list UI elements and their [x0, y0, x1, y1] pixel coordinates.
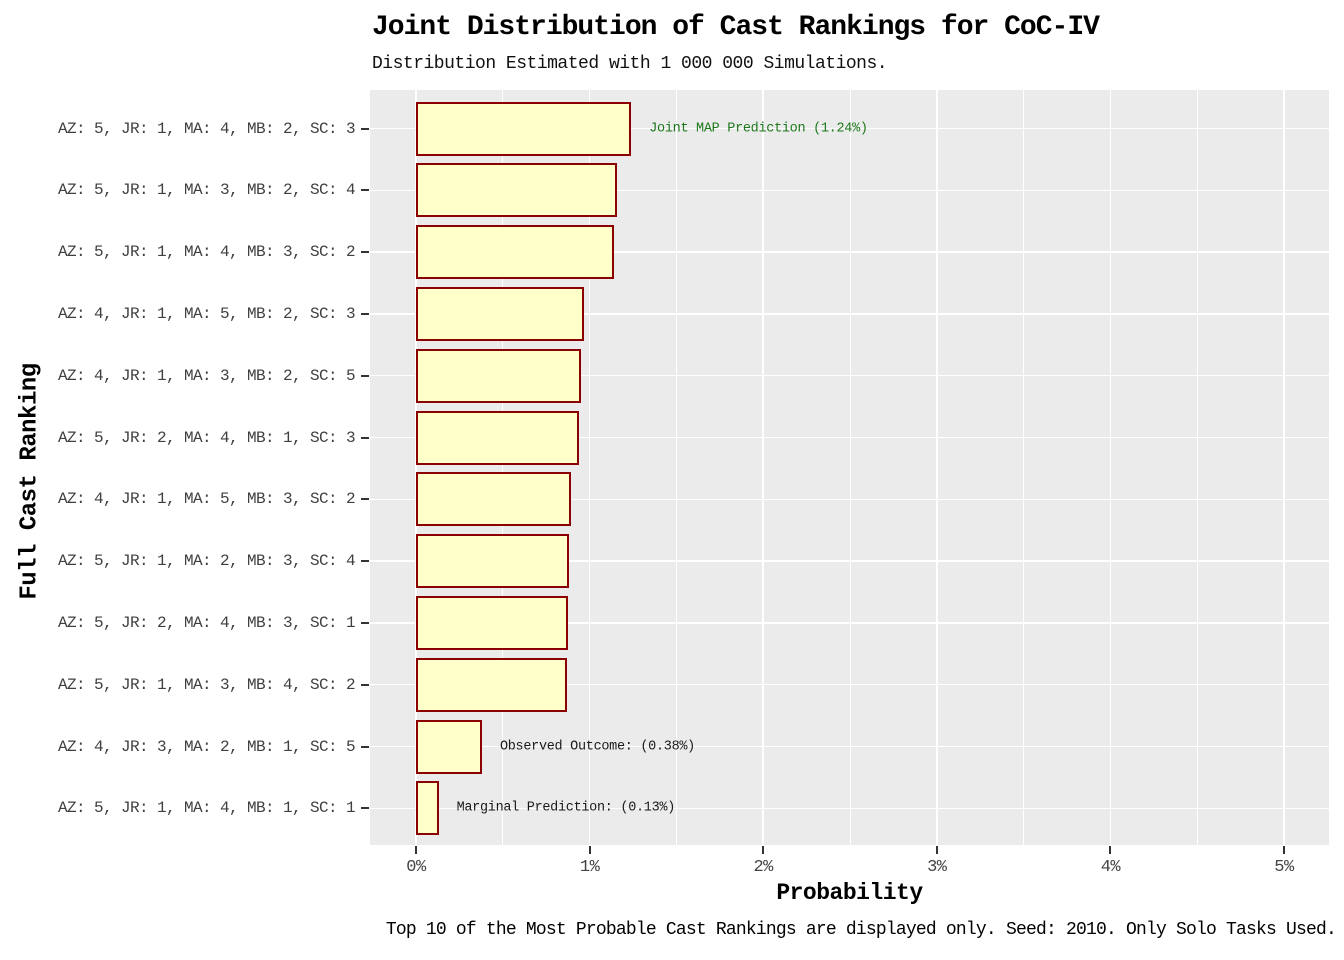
y-tick-mark [361, 312, 369, 315]
gridline-major-horizontal [370, 807, 1329, 810]
gridline-minor-vertical [502, 90, 504, 845]
y-tick-label: AZ: 5, JR: 1, MA: 2, MB: 3, SC: 4 [57, 552, 356, 571]
y-tick-label: AZ: 4, JR: 1, MA: 5, MB: 2, SC: 3 [57, 304, 356, 323]
x-axis-title: Probability [776, 880, 923, 906]
gridline-major-vertical [1283, 90, 1285, 845]
y-tick-label: AZ: 4, JR: 3, MA: 2, MB: 1, SC: 5 [57, 737, 356, 756]
x-tick-mark [762, 846, 765, 854]
x-tick-mark [935, 846, 938, 854]
bar [416, 781, 439, 836]
y-tick-mark [361, 807, 369, 810]
chart-title: Joint Distribution of Cast Rankings for … [372, 12, 1100, 43]
bar [416, 472, 571, 527]
x-tick-mark [1109, 846, 1112, 854]
annotation-marginal-prediction: Marginal Prediction: (0.13%) [456, 800, 676, 816]
y-tick-mark [361, 436, 369, 439]
gridline-major-horizontal [370, 745, 1329, 748]
y-tick-mark [361, 189, 369, 192]
bar [416, 719, 482, 774]
gridline-minor-vertical [675, 90, 677, 845]
gridline-major-vertical [1109, 90, 1112, 845]
x-tick-label: 3% [927, 858, 947, 877]
gridline-minor-vertical [1196, 90, 1198, 845]
y-tick-mark [361, 251, 369, 254]
chart-subtitle: Distribution Estimated with 1 000 000 Si… [372, 54, 888, 74]
gridline-major-horizontal [370, 560, 1329, 562]
gridline-minor-vertical [1023, 90, 1025, 845]
gridline-minor-vertical [849, 90, 851, 845]
x-tick-mark [415, 846, 417, 854]
x-tick-label: 2% [753, 858, 773, 877]
bar [416, 163, 618, 218]
bar [416, 225, 614, 280]
y-tick-label: AZ: 5, JR: 1, MA: 3, MB: 4, SC: 2 [57, 675, 356, 694]
plot-panel: Joint MAP Prediction (1.24%) Observed Out… [370, 90, 1329, 845]
gridline-major-vertical [762, 90, 764, 845]
y-tick-label: AZ: 5, JR: 2, MA: 4, MB: 3, SC: 1 [57, 613, 356, 632]
y-tick-label: AZ: 4, JR: 1, MA: 5, MB: 3, SC: 2 [57, 490, 356, 509]
y-tick-mark [361, 560, 369, 563]
y-tick-label: AZ: 5, JR: 1, MA: 4, MB: 1, SC: 1 [57, 799, 356, 818]
x-tick-mark [588, 846, 591, 854]
gridline-major-horizontal [370, 498, 1329, 501]
chart-caption: Top 10 of the Most Probable Cast Ranking… [385, 920, 1337, 940]
x-tick-label: 1% [579, 858, 600, 877]
gridline-major-horizontal [370, 189, 1329, 192]
y-tick-label: AZ: 5, JR: 1, MA: 4, MB: 2, SC: 3 [57, 119, 356, 138]
bar [416, 657, 568, 712]
x-tick-label: 0% [406, 858, 426, 877]
gridline-major-horizontal [370, 622, 1329, 624]
gridline-major-vertical [588, 90, 591, 845]
bar [416, 595, 568, 650]
y-tick-mark [361, 498, 369, 501]
gridline-major-horizontal [370, 436, 1329, 439]
gridline-major-horizontal [370, 683, 1329, 686]
y-tick-label: AZ: 4, JR: 1, MA: 3, MB: 2, SC: 5 [57, 366, 356, 385]
gridline-major-vertical [415, 90, 417, 845]
y-tick-mark [361, 745, 369, 748]
y-tick-mark [361, 374, 369, 377]
gridline-major-horizontal [370, 251, 1329, 253]
gridline-major-horizontal [370, 313, 1329, 315]
annotation-observed-outcome: Observed Outcome: (0.38%) [499, 739, 695, 754]
y-tick-label: AZ: 5, JR: 1, MA: 3, MB: 2, SC: 4 [57, 181, 356, 200]
gridline-major-horizontal [370, 127, 1329, 130]
gridline-major-vertical [936, 90, 938, 845]
bar [416, 410, 580, 465]
y-tick-mark [361, 127, 369, 130]
y-tick-mark [361, 683, 369, 686]
annotation-joint-map-prediction: Joint MAP Prediction (1.24%) [649, 121, 868, 136]
bar [416, 286, 585, 341]
x-tick-label: 4% [1100, 858, 1121, 877]
y-tick-label: AZ: 5, JR: 1, MA: 4, MB: 3, SC: 2 [57, 243, 356, 262]
bar [416, 348, 581, 403]
x-tick-mark [1283, 846, 1285, 854]
y-tick-label: AZ: 5, JR: 2, MA: 4, MB: 1, SC: 3 [57, 428, 356, 447]
gridline-major-horizontal [370, 374, 1329, 377]
bar [416, 534, 569, 589]
y-axis-title: Full Cast Ranking [16, 363, 44, 600]
x-tick-label: 5% [1274, 858, 1294, 877]
y-tick-mark [361, 621, 369, 624]
bar [416, 101, 632, 156]
